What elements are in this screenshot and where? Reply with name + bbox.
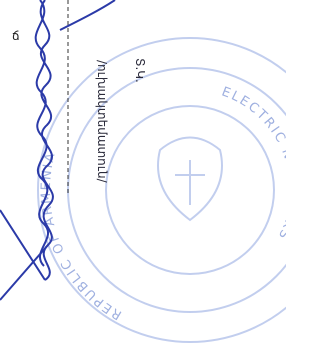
signer-initials: Տ.Կ.: [133, 58, 147, 83]
mark: ճ: [12, 29, 20, 43]
scanned-page: REPUBLIC OF ARMENIA ELECTRIC NETWORKS ճ …: [0, 0, 286, 360]
signer-role: /ուխակտեմատուն/: [95, 60, 109, 184]
